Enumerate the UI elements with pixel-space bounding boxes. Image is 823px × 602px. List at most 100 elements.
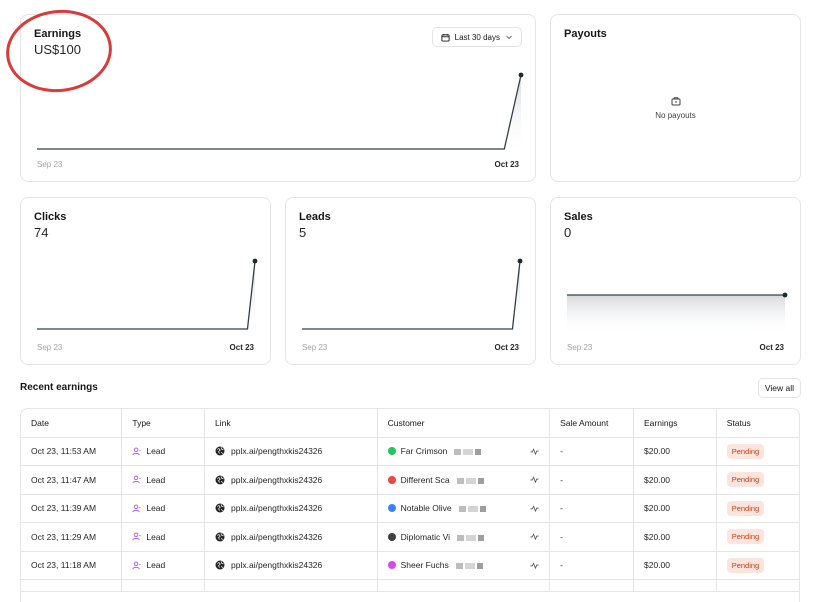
clicks-card: Clicks 74 Sep 23 Oct 23 — [20, 197, 271, 365]
cell-sale-amount: - — [549, 551, 634, 580]
link-text[interactable]: pplx.ai/pengthxkis24326 — [231, 531, 323, 542]
earnings-card: Earnings US$100 Last 30 days Sep 23 Oct … — [20, 14, 536, 182]
cell-type: Lead — [121, 437, 206, 466]
user-icon — [132, 532, 141, 541]
table-row[interactable]: Oct 23, 11:29 AM Lead pplx.ai/pengthxkis24… — [21, 522, 799, 552]
earnings-area — [37, 75, 521, 155]
leads-sparkline — [302, 258, 523, 335]
cell-customer[interactable]: Different Sca — [377, 465, 551, 495]
customer-name[interactable]: Sheer Fuchs — [400, 560, 449, 571]
type-label: Lead — [146, 446, 166, 457]
cell-link[interactable]: pplx.ai/pengthxkis24326 — [204, 437, 378, 466]
cell-customer[interactable]: Diplomatic Vi — [377, 522, 551, 552]
cell-status: Pending — [716, 494, 799, 523]
sales-value: 0 — [564, 225, 572, 240]
redacted-pixels — [457, 503, 486, 513]
customer-name[interactable]: Diplomatic Vi — [400, 531, 451, 542]
cell-link[interactable]: pplx.ai/pengthxkis24326 — [204, 551, 378, 580]
globe-icon — [215, 560, 225, 570]
sales-area — [567, 295, 785, 335]
clicks-axis-end: Oct 23 — [229, 343, 254, 352]
link-text[interactable]: pplx.ai/pengthxkis24326 — [231, 446, 323, 457]
link-text[interactable]: pplx.ai/pengthxkis24326 — [231, 503, 323, 514]
payouts-title: Payouts — [564, 28, 607, 40]
cell-link[interactable]: pplx.ai/pengthxkis24326 — [204, 494, 378, 523]
chevron-down-icon — [506, 35, 512, 40]
table-row[interactable]: Oct 23, 11:39 AM Lead pplx.ai/pengthxkis24… — [21, 494, 799, 523]
customer-name[interactable]: Different Sca — [400, 474, 450, 485]
clicks-axis-start: Sep 23 — [37, 343, 63, 352]
cell-earnings: $20.00 — [633, 551, 717, 580]
customer-avatar — [387, 475, 396, 484]
column-header-sale-amount[interactable]: Sale Amount — [549, 409, 634, 438]
earnings-axis-end: Oct 23 — [494, 160, 519, 169]
cell-customer[interactable]: Far Crimson — [377, 437, 551, 466]
activity-icon[interactable] — [530, 475, 539, 484]
cell-sale-amount: - — [549, 494, 634, 523]
earnings-line — [37, 74, 522, 150]
customer-avatar — [387, 532, 396, 541]
leads-last-point — [517, 258, 523, 264]
type-label: Lead — [146, 474, 166, 485]
activity-icon[interactable] — [530, 447, 539, 456]
customer-name[interactable]: Notable Olive — [400, 503, 452, 514]
redacted-pixels — [452, 446, 482, 456]
cell-customer[interactable]: Sheer Fuchs — [377, 551, 551, 580]
column-header-customer[interactable]: Customer — [377, 409, 551, 438]
cell-status: Pending — [716, 437, 799, 466]
cell-link[interactable]: pplx.ai/pengthxkis24326 — [204, 522, 378, 552]
cell-date: Oct 23, 11:29 AM — [21, 522, 123, 552]
payouts-card: Payouts No payouts — [550, 14, 801, 182]
cell-sale-amount: - — [549, 465, 634, 495]
column-header-date[interactable]: Date — [21, 409, 123, 438]
earnings-axis-start: Sep 23 — [37, 160, 63, 169]
user-icon — [132, 561, 141, 569]
table-row-partial — [21, 579, 799, 592]
earnings-sparkline — [37, 72, 524, 155]
sales-last-point — [782, 292, 788, 298]
status-badge: Pending — [726, 472, 765, 488]
column-header-type[interactable]: Type — [121, 409, 206, 438]
column-header-link[interactable]: Link — [204, 409, 378, 438]
type-label: Lead — [146, 560, 166, 571]
table-row[interactable]: Oct 23, 11:47 AM Lead pplx.ai/pengthxkis24… — [21, 465, 799, 495]
column-header-status[interactable]: Status — [716, 409, 799, 438]
clicks-line — [37, 260, 256, 330]
cell-earnings: $20.00 — [633, 522, 717, 552]
date-range-button[interactable]: Last 30 days — [431, 27, 522, 47]
cell-link[interactable]: pplx.ai/pengthxkis24326 — [204, 465, 378, 495]
column-header-earnings[interactable]: Earnings — [633, 409, 717, 438]
leads-area — [302, 261, 520, 335]
activity-icon[interactable] — [530, 561, 539, 570]
leads-value: 5 — [299, 225, 307, 240]
date-range-label: Last 30 days — [454, 32, 500, 42]
clicks-sparkline — [37, 258, 258, 335]
table-row[interactable]: Oct 23, 11:18 AM Lead pplx.ai/pengthxkis24… — [21, 551, 799, 580]
sales-sparkline — [567, 292, 788, 335]
earnings-title: Earnings — [34, 28, 82, 40]
cell-sale-amount: - — [549, 437, 634, 466]
earnings-last-point — [518, 72, 524, 78]
table-row[interactable]: Oct 23, 11:53 AM Lead pplx.ai/pengthxkis24… — [21, 437, 799, 466]
cell-status: Pending — [716, 522, 799, 552]
status-badge: Pending — [726, 557, 765, 573]
activity-icon[interactable] — [530, 504, 539, 513]
cell-earnings: $20.00 — [633, 465, 717, 495]
status-badge: Pending — [726, 443, 765, 459]
payouts-empty-state: No payouts — [551, 97, 800, 120]
customer-name[interactable]: Far Crimson — [400, 446, 448, 457]
link-text[interactable]: pplx.ai/pengthxkis24326 — [231, 560, 323, 571]
leads-title: Leads — [299, 211, 331, 223]
sales-card: Sales 0 Sep 23 Oct 23 — [550, 197, 801, 365]
leads-axis-end: Oct 23 — [494, 343, 519, 352]
cell-date: Oct 23, 11:39 AM — [21, 494, 123, 523]
link-text[interactable]: pplx.ai/pengthxkis24326 — [231, 474, 323, 485]
globe-icon — [215, 475, 225, 485]
cell-customer[interactable]: Notable Olive — [377, 494, 551, 523]
cell-status: Pending — [716, 551, 799, 580]
activity-icon[interactable] — [530, 532, 539, 541]
leads-card: Leads 5 Sep 23 Oct 23 — [285, 197, 536, 365]
leads-axis-start: Sep 23 — [302, 343, 328, 352]
cell-type: Lead — [121, 494, 206, 523]
view-all-button[interactable]: View all — [757, 378, 801, 398]
